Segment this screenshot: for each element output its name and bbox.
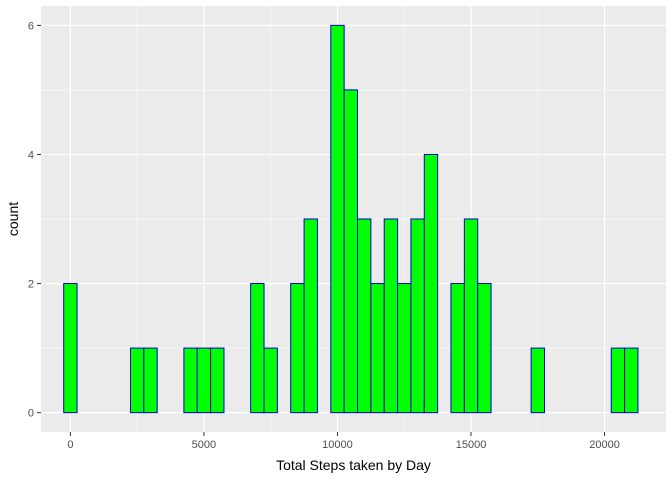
histogram-bar <box>463 218 479 414</box>
x-tick-label: 10000 <box>322 439 353 451</box>
histogram-bar <box>410 218 425 414</box>
histogram-bar <box>423 153 439 414</box>
histogram-bar <box>63 283 78 414</box>
histogram-bar <box>370 283 385 414</box>
histogram-bar <box>303 218 318 414</box>
y-tick-label: 2 <box>28 279 34 291</box>
histogram-bar <box>624 347 639 414</box>
x-tick-label: 20000 <box>589 439 620 451</box>
histogram-bar <box>210 347 225 414</box>
y-tick-label: 0 <box>28 408 34 420</box>
y-tick-label: 6 <box>28 20 34 32</box>
histogram-bar <box>530 347 545 414</box>
histogram-bar <box>196 347 212 414</box>
histogram-bar <box>263 347 278 414</box>
histogram-bar <box>343 89 359 414</box>
histogram-bar <box>290 283 305 414</box>
histogram-bar <box>250 283 265 414</box>
histogram-bar <box>610 347 626 414</box>
histogram-bar <box>183 347 198 414</box>
histogram-bar <box>383 218 399 414</box>
histogram-bars <box>63 24 639 414</box>
x-tick-label: 0 <box>67 439 73 451</box>
histogram-bar <box>143 347 158 414</box>
x-axis-ticks: 0 5000 10000 15000 20000 <box>67 432 620 451</box>
histogram-bar <box>357 218 372 414</box>
histogram-bar <box>129 347 145 414</box>
x-axis-title: Total Steps taken by Day <box>276 457 431 473</box>
histogram-bar <box>397 283 412 414</box>
y-axis-title: count <box>5 202 21 236</box>
histogram-bar <box>477 283 492 414</box>
histogram-bar <box>450 283 465 414</box>
y-axis-ticks: 0 2 4 6 <box>28 20 41 420</box>
y-tick-label: 4 <box>28 149 34 161</box>
histogram-bar <box>330 24 345 414</box>
x-tick-label: 15000 <box>456 439 487 451</box>
x-tick-label: 5000 <box>192 439 216 451</box>
